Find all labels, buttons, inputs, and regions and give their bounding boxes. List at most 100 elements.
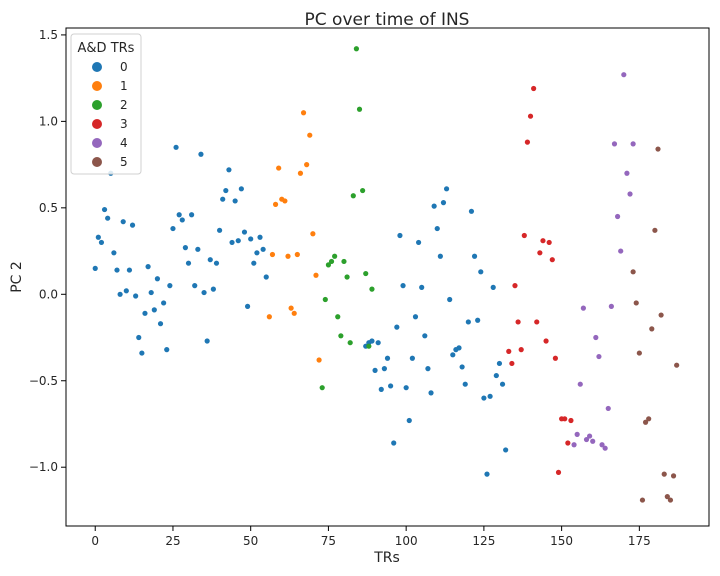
y-axis: −1.0 −0.5 0.0 0.5 1.0 1.5	[29, 28, 66, 474]
x-tick-label-5: 125	[472, 534, 495, 548]
point-series-4-10	[602, 445, 608, 451]
point-series-0-90	[468, 208, 475, 214]
point-series-4-11	[605, 405, 611, 412]
y-tick-label-2: 0.0	[39, 287, 58, 301]
point-series-2-16	[369, 286, 375, 292]
point-series-2-4	[332, 253, 338, 259]
legend-label-5: 5	[120, 155, 128, 169]
legend-label-0: 0	[120, 60, 128, 74]
point-series-0-20	[154, 276, 161, 282]
point-series-0-51	[251, 260, 257, 266]
point-series-2-15	[366, 343, 372, 349]
legend-box	[70, 33, 142, 175]
point-series-0-96	[487, 393, 493, 399]
legend-marker-1	[92, 81, 102, 91]
points-layer	[92, 46, 680, 503]
point-series-0-84	[450, 352, 456, 358]
point-series-0-12	[129, 222, 136, 228]
point-series-0-32	[192, 283, 198, 289]
point-series-4-17	[624, 170, 630, 176]
point-series-0-71	[409, 355, 415, 361]
point-series-1-5	[282, 198, 288, 204]
point-series-4-16	[621, 72, 627, 78]
point-series-3-15	[552, 355, 559, 361]
point-series-1-10	[297, 170, 304, 176]
point-series-0-97	[490, 284, 496, 290]
legend-marker-4	[92, 138, 102, 148]
point-series-1-8	[291, 310, 297, 316]
point-series-0-23	[164, 347, 170, 353]
point-series-0-1	[95, 234, 101, 240]
point-series-0-61	[378, 386, 384, 392]
point-series-2-9	[347, 340, 353, 346]
x-tick-label-7: 175	[628, 534, 651, 548]
point-series-0-16	[142, 310, 148, 316]
point-series-0-58	[369, 338, 375, 344]
point-series-0-38	[210, 286, 216, 292]
point-series-0-74	[419, 284, 425, 290]
legend: A&D TRs 0 1 2 3 4 5	[70, 33, 142, 175]
point-series-3-1	[509, 360, 515, 367]
point-series-0-7	[114, 267, 120, 273]
point-series-1-2	[272, 201, 279, 207]
point-series-0-88	[462, 381, 468, 387]
point-series-5-14	[674, 362, 680, 368]
point-series-0-34	[198, 151, 204, 157]
point-series-0-79	[434, 225, 440, 232]
point-series-0-80	[437, 253, 443, 259]
point-series-1-6	[285, 253, 291, 259]
point-series-0-46	[235, 238, 241, 244]
point-series-0-47	[238, 186, 244, 192]
point-series-2-1	[322, 296, 328, 303]
point-series-0-25	[170, 225, 176, 232]
point-series-1-11	[300, 110, 307, 116]
point-series-0-67	[397, 232, 403, 239]
point-series-0-39	[213, 260, 220, 266]
point-series-4-5	[587, 433, 593, 439]
point-series-0-78	[431, 203, 437, 209]
legend-title: A&D TRs	[78, 41, 135, 56]
point-series-2-13	[360, 187, 366, 194]
point-series-0-53	[257, 234, 263, 240]
y-tick-label-0: −1.0	[29, 460, 58, 474]
point-series-0-29	[182, 245, 188, 251]
x-tick-label-0: 0	[91, 534, 99, 548]
point-series-0-89	[465, 319, 471, 325]
point-series-1-16	[316, 357, 322, 363]
point-series-0-45	[232, 198, 238, 204]
point-series-0-75	[422, 333, 428, 339]
point-series-0-100	[499, 381, 506, 387]
x-tick-label-3: 75	[321, 534, 336, 548]
point-series-0-63	[384, 355, 391, 361]
y-tick-label-1: −0.5	[29, 374, 58, 388]
point-series-3-8	[531, 85, 537, 92]
point-series-0-0	[92, 265, 98, 271]
plot-frame	[65, 27, 710, 527]
legend-label-1: 1	[120, 79, 128, 93]
legend-marker-0	[92, 62, 102, 72]
point-series-2-7	[341, 258, 347, 265]
point-series-1-1	[269, 251, 276, 258]
legend-marker-2	[92, 100, 102, 110]
point-series-0-82	[443, 186, 450, 192]
point-series-0-35	[201, 289, 207, 296]
point-series-0-24	[167, 283, 173, 289]
point-series-3-12	[543, 338, 549, 344]
point-series-2-6	[338, 333, 344, 339]
point-series-4-3	[580, 305, 586, 311]
point-series-0-64	[388, 383, 394, 389]
point-series-3-0	[506, 348, 512, 354]
point-series-4-7	[593, 334, 599, 341]
point-series-4-6	[590, 438, 596, 444]
point-series-5-13	[670, 473, 677, 479]
point-series-5-2	[636, 350, 642, 356]
point-series-5-11	[664, 494, 670, 500]
point-series-0-76	[425, 366, 431, 372]
point-series-0-65	[391, 440, 397, 446]
point-series-3-11	[540, 238, 546, 244]
point-series-0-91	[471, 253, 478, 259]
y-tick-label-3: 0.5	[39, 201, 58, 215]
x-tick-label-2: 50	[243, 534, 258, 548]
point-series-0-49	[244, 303, 251, 309]
